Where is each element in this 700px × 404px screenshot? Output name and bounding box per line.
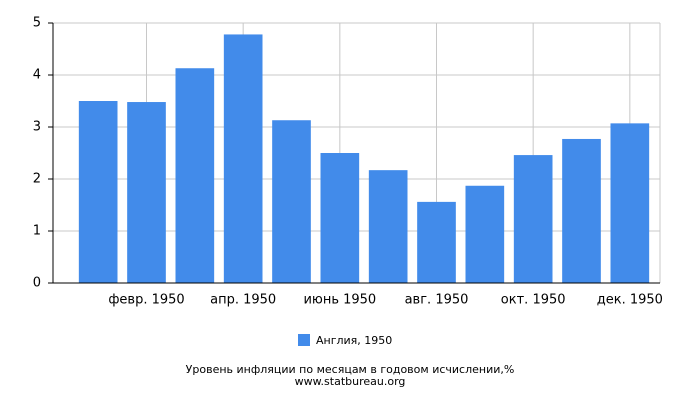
bar [223,34,263,283]
bar [513,155,553,283]
x-tick-label: окт. 1950 [501,293,566,308]
y-tick-label: 2 [33,172,41,187]
bar [417,201,456,283]
bar [610,123,650,283]
y-tick-label: 3 [33,120,41,135]
x-tick-label: февр. 1950 [108,293,184,308]
bar [465,185,505,283]
y-tick-label: 0 [33,276,41,291]
y-tick-label: 4 [33,68,41,83]
chart-title: Уровень инфляции по месяцам в годовом ис… [186,363,515,376]
bar [320,153,360,283]
x-tick-label: июнь 1950 [303,293,376,308]
chart-subtitle: www.statbureau.org [295,375,406,388]
x-tick-label: апр. 1950 [210,293,276,308]
legend-swatch [298,334,310,346]
y-tick-label: 5 [33,16,41,31]
bar [127,102,166,283]
bar [562,138,601,283]
y-tick-label: 1 [33,224,41,239]
bar [175,68,215,284]
x-tick-label: авг. 1950 [405,293,469,308]
bar [272,120,311,284]
bar [78,101,118,283]
legend-label: Англия, 1950 [316,334,392,347]
x-tick-label: дек. 1950 [597,293,663,308]
bar [368,170,408,283]
